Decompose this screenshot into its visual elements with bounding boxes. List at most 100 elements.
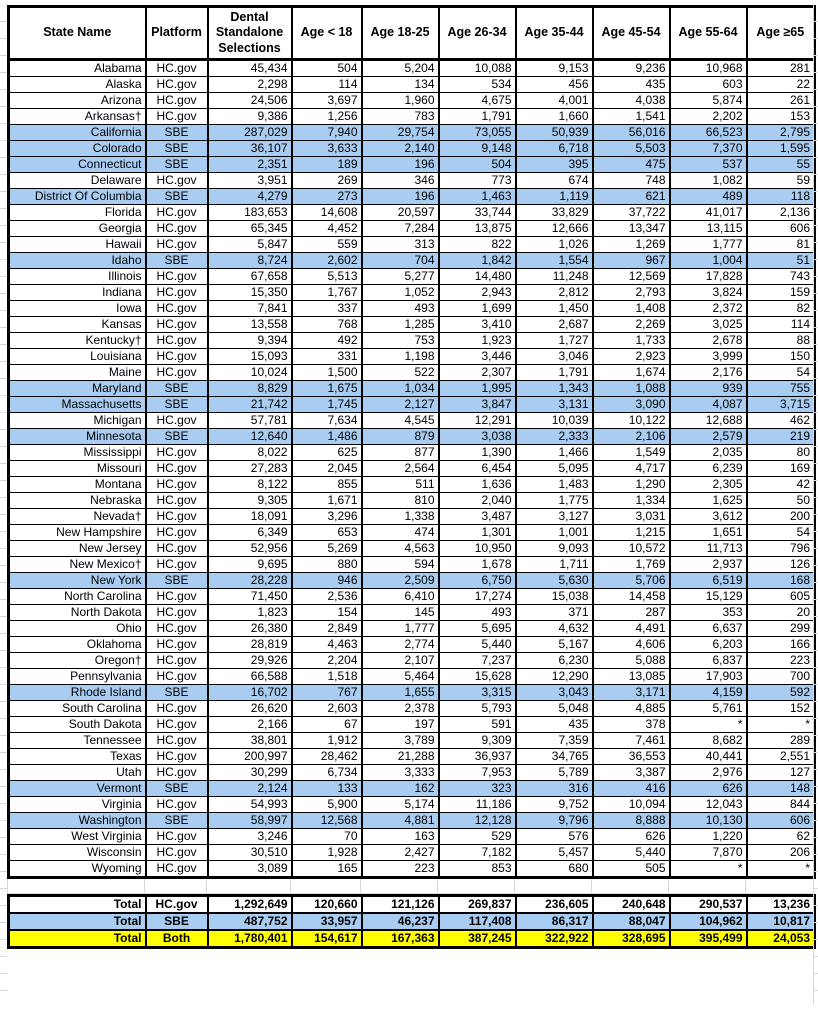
value-cell[interactable]: 67,658 bbox=[206, 268, 293, 285]
value-cell[interactable]: 73,055 bbox=[437, 124, 517, 141]
state-name-cell[interactable]: Illinois bbox=[7, 268, 147, 285]
value-cell[interactable]: 3,315 bbox=[437, 684, 517, 701]
value-cell[interactable]: 33,744 bbox=[437, 204, 517, 221]
value-cell[interactable]: 603 bbox=[668, 76, 748, 93]
state-name-cell[interactable]: Kansas bbox=[7, 316, 147, 333]
state-name-cell[interactable]: Oklahoma bbox=[7, 636, 147, 653]
value-cell[interactable]: 299 bbox=[745, 620, 816, 637]
value-cell[interactable]: 6,454 bbox=[437, 460, 517, 477]
value-cell[interactable]: 3,847 bbox=[437, 396, 517, 413]
total-value-cell[interactable]: 236,605 bbox=[514, 894, 594, 914]
platform-cell[interactable]: SBE bbox=[144, 396, 209, 413]
value-cell[interactable]: 3,043 bbox=[514, 684, 594, 701]
value-cell[interactable]: 2,923 bbox=[591, 348, 671, 365]
value-cell[interactable]: 10,130 bbox=[668, 812, 748, 829]
total-value-cell[interactable]: 13,236 bbox=[745, 894, 816, 914]
state-name-cell[interactable]: South Dakota bbox=[7, 716, 147, 733]
value-cell[interactable]: 12,043 bbox=[668, 796, 748, 813]
value-cell[interactable]: 626 bbox=[668, 780, 748, 797]
value-cell[interactable]: 435 bbox=[591, 76, 671, 93]
value-cell[interactable]: 2,140 bbox=[360, 140, 440, 157]
column-header-7[interactable]: Age 45-54 bbox=[591, 5, 671, 61]
value-cell[interactable]: 9,093 bbox=[514, 540, 594, 557]
total-label-cell[interactable]: Total bbox=[7, 911, 147, 931]
value-cell[interactable]: * bbox=[745, 716, 816, 733]
value-cell[interactable]: 879 bbox=[360, 428, 440, 445]
value-cell[interactable]: 1,088 bbox=[591, 380, 671, 397]
value-cell[interactable]: 796 bbox=[745, 540, 816, 557]
value-cell[interactable]: 1,791 bbox=[437, 108, 517, 125]
state-name-cell[interactable]: Kentucky† bbox=[7, 332, 147, 349]
value-cell[interactable]: 534 bbox=[437, 76, 517, 93]
value-cell[interactable]: 3,038 bbox=[437, 428, 517, 445]
value-cell[interactable]: 21,288 bbox=[360, 748, 440, 765]
value-cell[interactable]: 1,912 bbox=[290, 732, 363, 749]
value-cell[interactable]: 5,269 bbox=[290, 540, 363, 557]
state-name-cell[interactable]: Delaware bbox=[7, 172, 147, 189]
value-cell[interactable]: 1,791 bbox=[514, 364, 594, 381]
platform-cell[interactable]: HC.gov bbox=[144, 652, 209, 669]
value-cell[interactable]: 5,048 bbox=[514, 700, 594, 717]
value-cell[interactable]: 54,993 bbox=[206, 796, 293, 813]
value-cell[interactable]: 36,553 bbox=[591, 748, 671, 765]
total-value-cell[interactable]: 88,047 bbox=[591, 911, 671, 931]
value-cell[interactable]: 5,789 bbox=[514, 764, 594, 781]
state-name-cell[interactable]: California bbox=[7, 124, 147, 141]
value-cell[interactable]: 133 bbox=[290, 780, 363, 797]
value-cell[interactable]: 1,052 bbox=[360, 284, 440, 301]
value-cell[interactable]: 3,697 bbox=[290, 92, 363, 109]
state-name-cell[interactable]: Texas bbox=[7, 748, 147, 765]
value-cell[interactable]: 70 bbox=[290, 828, 363, 845]
value-cell[interactable]: 200,997 bbox=[206, 748, 293, 765]
value-cell[interactable]: 5,874 bbox=[668, 92, 748, 109]
value-cell[interactable]: 767 bbox=[290, 684, 363, 701]
value-cell[interactable]: 3,171 bbox=[591, 684, 671, 701]
value-cell[interactable]: 40,441 bbox=[668, 748, 748, 765]
platform-cell[interactable]: HC.gov bbox=[144, 700, 209, 717]
value-cell[interactable]: 6,230 bbox=[514, 652, 594, 669]
state-name-cell[interactable]: Vermont bbox=[7, 780, 147, 797]
value-cell[interactable]: 4,452 bbox=[290, 220, 363, 237]
value-cell[interactable]: 15,038 bbox=[514, 588, 594, 605]
value-cell[interactable]: 2,579 bbox=[668, 428, 748, 445]
value-cell[interactable]: 7,953 bbox=[437, 764, 517, 781]
value-cell[interactable]: 474 bbox=[360, 524, 440, 541]
value-cell[interactable]: 26,380 bbox=[206, 620, 293, 637]
state-name-cell[interactable]: New Hampshire bbox=[7, 524, 147, 541]
state-name-cell[interactable]: Utah bbox=[7, 764, 147, 781]
value-cell[interactable]: 114 bbox=[745, 316, 816, 333]
platform-cell[interactable]: HC.gov bbox=[144, 828, 209, 845]
value-cell[interactable]: 9,148 bbox=[437, 140, 517, 157]
value-cell[interactable]: 58,997 bbox=[206, 812, 293, 829]
value-cell[interactable]: 5,513 bbox=[290, 268, 363, 285]
value-cell[interactable]: 66,588 bbox=[206, 668, 293, 685]
value-cell[interactable]: 14,458 bbox=[591, 588, 671, 605]
value-cell[interactable]: 1,655 bbox=[360, 684, 440, 701]
state-name-cell[interactable]: Maine bbox=[7, 364, 147, 381]
state-name-cell[interactable]: Wisconsin bbox=[7, 844, 147, 861]
value-cell[interactable]: 4,279 bbox=[206, 188, 293, 205]
value-cell[interactable]: 10,950 bbox=[437, 540, 517, 557]
value-cell[interactable]: 7,237 bbox=[437, 652, 517, 669]
value-cell[interactable]: 1,777 bbox=[360, 620, 440, 637]
value-cell[interactable]: 15,093 bbox=[206, 348, 293, 365]
value-cell[interactable]: 2,378 bbox=[360, 700, 440, 717]
value-cell[interactable]: 17,903 bbox=[668, 668, 748, 685]
value-cell[interactable]: 10,122 bbox=[591, 412, 671, 429]
value-cell[interactable]: 810 bbox=[360, 492, 440, 509]
value-cell[interactable]: 1,215 bbox=[591, 524, 671, 541]
value-cell[interactable]: 1,026 bbox=[514, 236, 594, 253]
value-cell[interactable]: 13,875 bbox=[437, 220, 517, 237]
value-cell[interactable]: 1,269 bbox=[591, 236, 671, 253]
platform-cell[interactable]: HC.gov bbox=[144, 268, 209, 285]
total-value-cell[interactable]: 322,922 bbox=[514, 928, 594, 948]
value-cell[interactable]: 134 bbox=[360, 76, 440, 93]
value-cell[interactable]: 592 bbox=[745, 684, 816, 701]
state-name-cell[interactable]: New York bbox=[7, 572, 147, 589]
value-cell[interactable]: 42 bbox=[745, 476, 816, 493]
column-header-5[interactable]: Age 26-34 bbox=[437, 5, 517, 61]
column-header-2[interactable]: Dental Standalone Selections bbox=[206, 5, 293, 61]
value-cell[interactable]: 183,653 bbox=[206, 204, 293, 221]
value-cell[interactable]: 2,136 bbox=[745, 204, 816, 221]
platform-cell[interactable]: HC.gov bbox=[144, 236, 209, 253]
